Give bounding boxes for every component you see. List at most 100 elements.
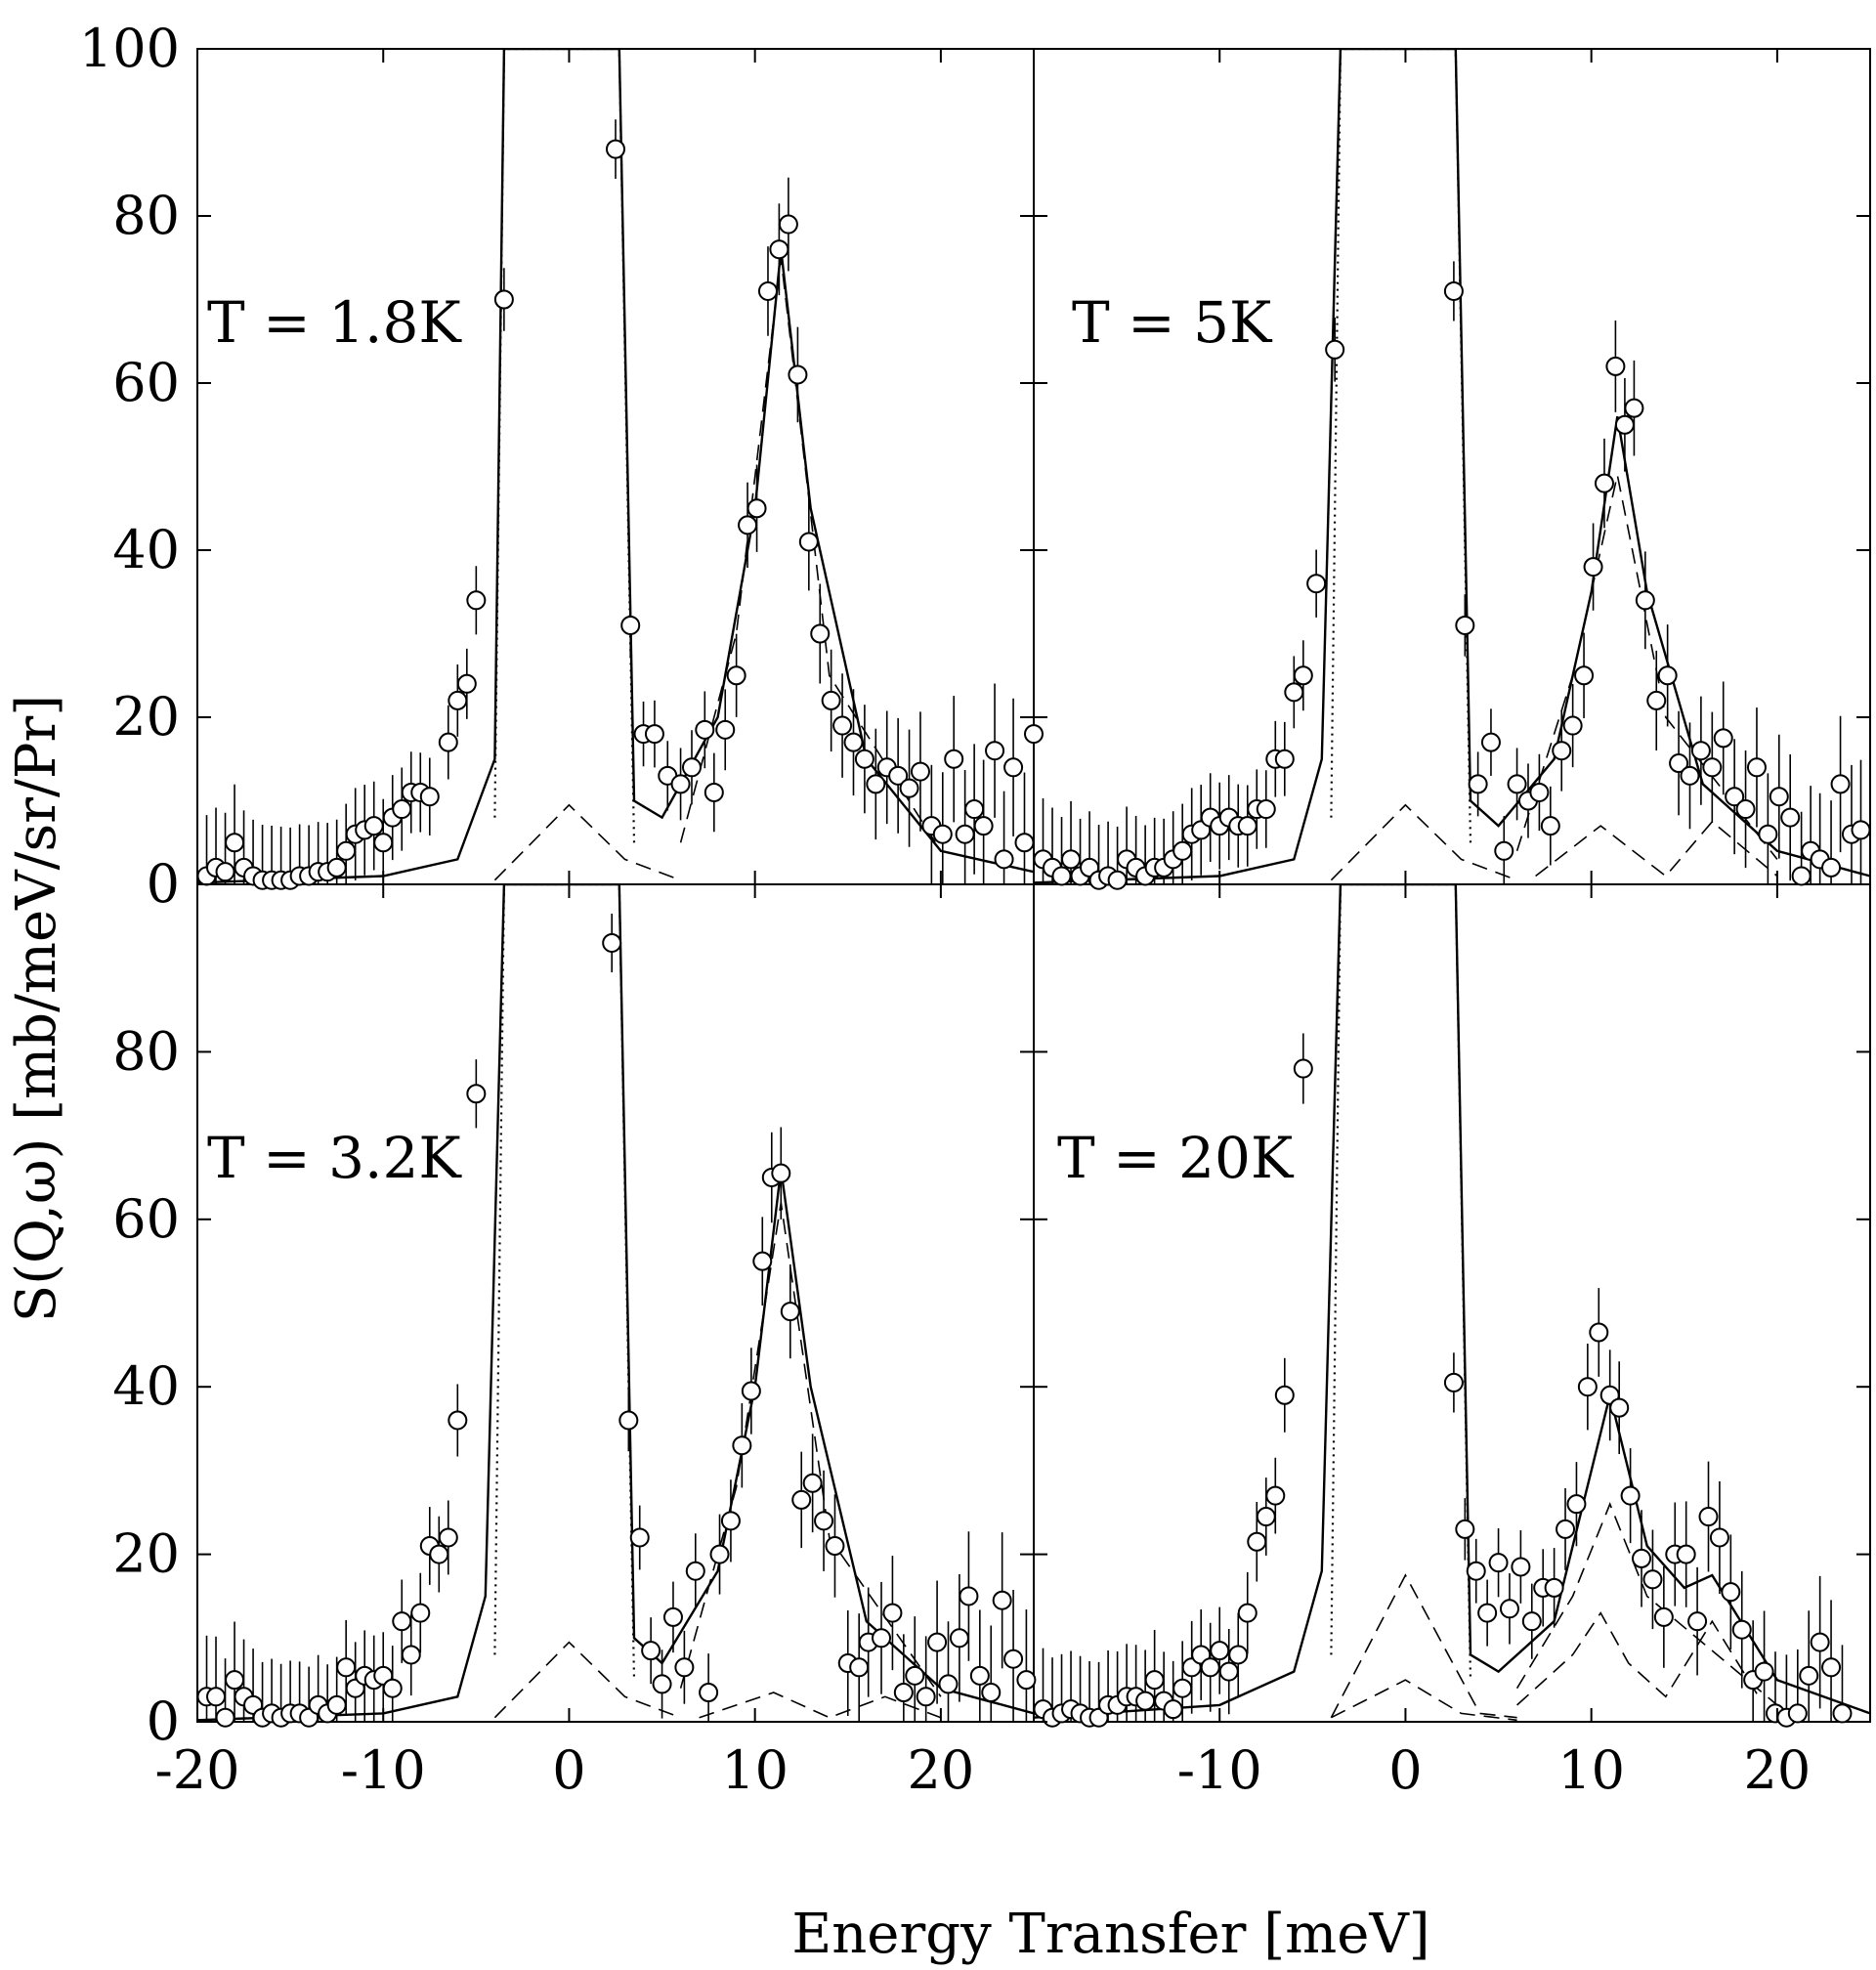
data-point <box>981 1683 1002 1703</box>
data-point <box>1810 1632 1830 1652</box>
data-point <box>1721 1582 1741 1603</box>
data-point <box>1003 757 1024 778</box>
data-point <box>1014 833 1035 853</box>
data-point <box>466 1084 487 1104</box>
data-point <box>448 690 468 710</box>
data-point <box>699 1683 719 1703</box>
data-point <box>1163 1699 1183 1720</box>
data-point <box>1680 765 1700 786</box>
data-point <box>872 1628 892 1649</box>
data-point <box>1480 732 1501 752</box>
data-point <box>620 615 641 635</box>
fit-quasielastic-dashed <box>1330 803 1517 881</box>
data-point <box>225 833 245 853</box>
data-point <box>1172 840 1193 861</box>
x-tick-label: 10 <box>1557 1739 1625 1801</box>
fit-cef-transition-dashed <box>679 257 942 852</box>
data-point <box>1566 1494 1587 1515</box>
data-point <box>1468 774 1488 794</box>
x-tick-label: 0 <box>1388 1739 1422 1801</box>
data-point <box>410 1603 431 1623</box>
data-point <box>1780 807 1801 828</box>
x-tick-label: -20 <box>155 1739 240 1801</box>
data-point <box>738 515 758 535</box>
data-point <box>1200 1657 1220 1678</box>
data-point <box>757 280 778 301</box>
x-tick-label: -10 <box>341 1739 426 1801</box>
data-point <box>1455 615 1475 635</box>
data-point <box>843 732 864 752</box>
y-tick-label: 40 <box>112 519 180 580</box>
data-point <box>1293 665 1313 686</box>
data-point <box>225 1670 245 1691</box>
data-point <box>670 774 691 794</box>
data-point <box>695 719 715 740</box>
data-point <box>1589 1322 1609 1343</box>
data-point <box>1653 1606 1674 1627</box>
data-point <box>1594 473 1614 493</box>
y-tick-label: 20 <box>112 686 180 748</box>
data-point <box>1821 857 1842 878</box>
data-point <box>1274 749 1295 769</box>
y-tick-label: 80 <box>112 1020 180 1082</box>
data-point <box>715 719 736 740</box>
data-point <box>1605 356 1626 376</box>
axis-ticks: 0 20 40 60 80 100 -20 -10 0 10 20 0 20 40 60 80 -10 0 10 20 <box>79 18 1870 1801</box>
data-point <box>1107 870 1128 890</box>
data-point <box>336 840 357 861</box>
data-point <box>1237 1603 1258 1623</box>
data-point <box>1135 1691 1156 1711</box>
data-point <box>466 590 487 611</box>
fit-cef-transition-dashed <box>679 1202 942 1697</box>
data-point <box>1698 1507 1719 1527</box>
data-point <box>1620 1485 1641 1506</box>
data-point <box>1731 1619 1752 1640</box>
data-point <box>1702 757 1723 778</box>
data-point <box>1544 1577 1564 1598</box>
data-point <box>1709 1527 1729 1548</box>
data-point <box>1832 1703 1853 1724</box>
data-point <box>1443 1372 1464 1392</box>
data-point <box>1466 1561 1486 1581</box>
data-point <box>1256 799 1276 820</box>
panel-label-t20k: T = 20K <box>1057 1125 1295 1191</box>
data-point <box>1477 1603 1498 1623</box>
data-point <box>373 833 394 853</box>
data-point <box>791 1489 812 1510</box>
data-point <box>1556 1519 1576 1539</box>
data-point <box>1003 1649 1024 1669</box>
data-point <box>1494 840 1514 861</box>
fit-total-curve <box>197 49 1034 884</box>
data-point <box>821 690 841 710</box>
panel-frame-3 <box>1033 883 1871 1723</box>
data-point <box>1511 1557 1531 1577</box>
data-point <box>1754 1661 1774 1682</box>
data-point <box>955 824 975 844</box>
data-point <box>1821 1657 1842 1678</box>
data-point <box>681 757 702 778</box>
data-point <box>854 749 874 769</box>
data-point <box>994 849 1014 870</box>
data-point <box>1614 414 1635 435</box>
x-tick-label: 10 <box>721 1739 789 1801</box>
data-point <box>1051 866 1072 886</box>
data-point <box>1830 774 1851 794</box>
y-tick-label: 0 <box>147 1691 180 1752</box>
data-point <box>392 1611 412 1632</box>
data-point <box>720 1511 741 1531</box>
data-point <box>674 1657 695 1678</box>
data-point <box>866 774 886 794</box>
fit-elastic-dotted <box>493 49 636 843</box>
data-point <box>964 799 985 820</box>
data-point <box>401 1645 421 1665</box>
data-point <box>973 816 994 836</box>
data-point <box>752 1251 773 1271</box>
data-point <box>1799 1665 1819 1686</box>
data-point <box>1228 1645 1249 1665</box>
data-point <box>1499 1599 1519 1619</box>
data-point <box>1016 1670 1037 1691</box>
data-point <box>1646 690 1667 710</box>
x-axis-title: Energy Transfer [meV] <box>791 1903 1429 1966</box>
data-point <box>1669 753 1689 774</box>
